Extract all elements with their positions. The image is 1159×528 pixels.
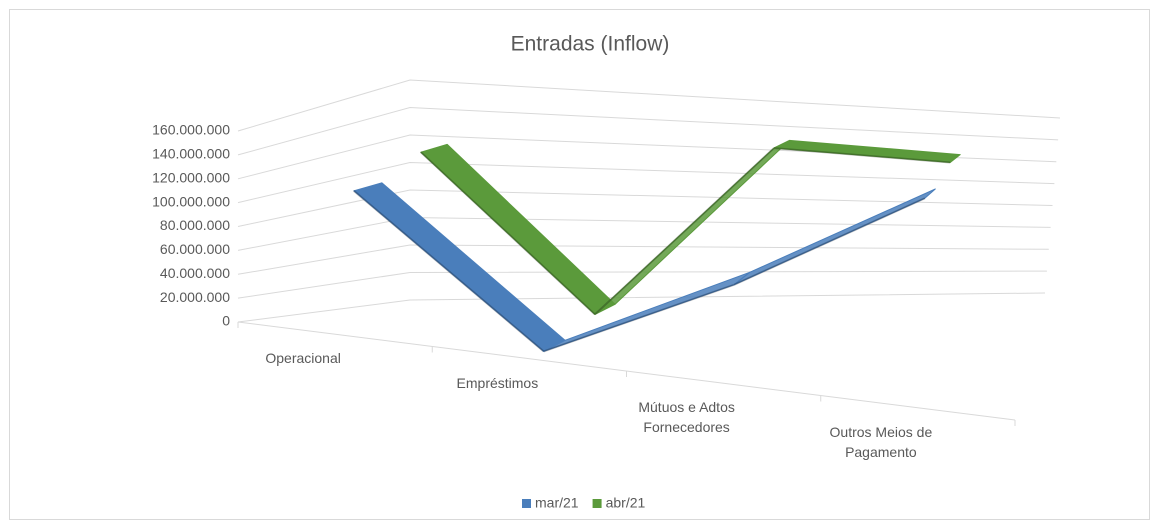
grid-line (237, 79, 1061, 132)
y-tick-label: 60.000.000 (160, 241, 230, 257)
x-tick-label: Empréstimos (456, 374, 539, 391)
legend-swatch (522, 499, 531, 508)
grid-line (237, 106, 1059, 156)
y-tick-label: 40.000.000 (160, 265, 230, 281)
y-tick-label: 100.000.000 (152, 193, 230, 209)
y-tick-label: 120.000.000 (152, 169, 230, 185)
y-tick-label: 140.000.000 (152, 146, 230, 162)
grid-line (237, 244, 1049, 275)
legend-label: mar/21 (535, 495, 579, 511)
series-ribbon (773, 139, 961, 163)
series-edge (420, 151, 596, 316)
grid-line (237, 189, 1053, 227)
series-ribbon (733, 188, 936, 286)
legend-swatch (592, 499, 602, 508)
chart-border (9, 9, 1150, 520)
y-tick-label: 20.000.000 (160, 289, 230, 305)
chart-title: Entradas (Inflow) (511, 33, 670, 56)
grid-line (237, 161, 1055, 204)
grid-line (237, 292, 1046, 323)
y-tick-label: 80.000.000 (160, 217, 230, 233)
series-edge (773, 147, 951, 164)
y-tick-label: 0 (222, 313, 230, 329)
series-edge (543, 283, 735, 353)
x-tick-label: Outros Meios de Pagamento (829, 423, 933, 460)
series-edge (733, 197, 926, 286)
series-edge (594, 147, 775, 316)
series-edge (353, 190, 545, 353)
legend-label: abr/21 (606, 495, 646, 511)
y-tick-label: 160.000.000 (152, 122, 230, 138)
grid-line (237, 270, 1047, 299)
x-tick-label: Mútuos e Adtos Fornecedores (638, 399, 735, 436)
x-tick-label: Operacional (265, 350, 341, 367)
